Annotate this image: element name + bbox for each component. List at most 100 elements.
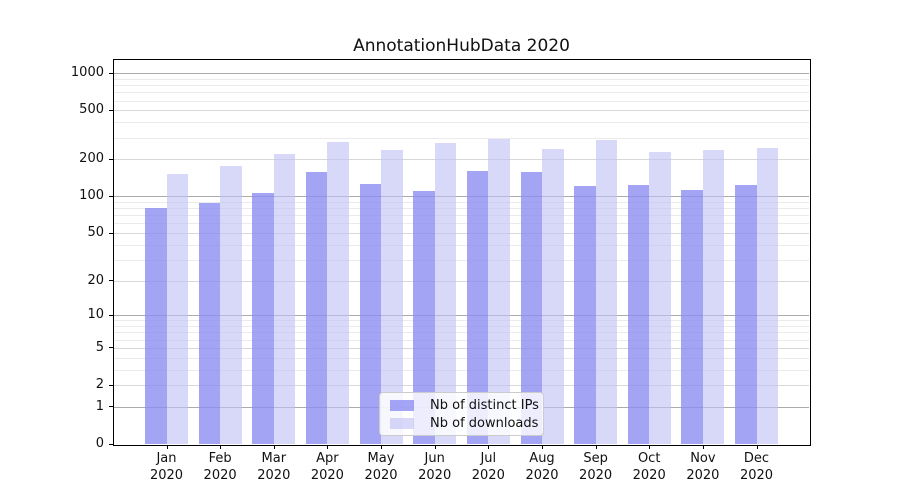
bar-distinct-ips: [413, 191, 435, 444]
x-tick-mark: [434, 445, 436, 449]
y-tick-mark: [109, 280, 113, 282]
y-tick-mark: [109, 72, 113, 74]
x-tick-label: Mar 2020: [257, 451, 291, 483]
bar-downloads: [434, 142, 457, 444]
y-tick-label: 500: [79, 102, 104, 118]
x-tick-mark: [649, 445, 651, 449]
y-gridline-decade: [114, 196, 809, 198]
plot-area: [114, 60, 809, 444]
x-tick-mark: [381, 445, 382, 449]
x-tick-label: Aug 2020: [525, 451, 559, 483]
y-gridline: [114, 385, 809, 386]
x-tick-mark: [595, 445, 597, 449]
y-tick-label: 50: [87, 225, 104, 240]
bar-downloads: [327, 142, 349, 444]
x-tick-label: Sep 2020: [579, 451, 613, 483]
legend-swatch-distinct-ips: [390, 399, 414, 411]
bar-downloads: [542, 148, 564, 444]
y-gridline: [114, 159, 809, 161]
x-tick-label: Apr 2020: [310, 451, 344, 483]
y-gridline-minor: [114, 244, 809, 246]
y-tick-mark: [109, 232, 113, 234]
bar-distinct-ips: [466, 171, 489, 444]
bar-distinct-ips: [145, 208, 167, 444]
legend-item-downloads: Nb of downloads: [388, 415, 539, 431]
bar-distinct-ips: [520, 171, 542, 444]
y-gridline: [114, 233, 809, 234]
x-tick-label: May 2020: [364, 451, 398, 483]
y-gridline-minor: [114, 215, 809, 217]
bar-downloads: [220, 166, 242, 444]
x-tick-mark: [273, 445, 275, 449]
bar-downloads: [381, 150, 403, 444]
x-tick-mark: [542, 445, 543, 449]
x-tick-mark: [220, 445, 222, 449]
y-gridline-minor: [114, 137, 809, 139]
y-tick-label: 0: [95, 436, 104, 451]
bar-downloads: [166, 174, 188, 444]
bar-distinct-ips: [681, 190, 703, 444]
y-tick-mark: [109, 195, 113, 197]
bar-downloads: [595, 140, 618, 444]
x-tick-mark: [488, 445, 490, 449]
y-tick-mark: [109, 109, 113, 111]
y-gridline-minor: [114, 201, 809, 203]
y-gridline-minor: [114, 320, 809, 322]
y-gridline-minor: [114, 223, 809, 225]
x-tick-label: Feb 2020: [203, 451, 237, 483]
y-tick-mark: [109, 384, 113, 386]
bar-distinct-ips: [252, 192, 274, 444]
y-tick-label: 100: [79, 188, 104, 204]
y-gridline: [114, 347, 809, 349]
bar-downloads: [702, 150, 725, 444]
y-gridline-minor: [114, 92, 809, 94]
x-tick-mark: [702, 445, 704, 449]
chart-title: AnnotationHubData 2020: [353, 36, 570, 56]
x-tick-mark: [327, 445, 329, 449]
y-gridline: [114, 280, 809, 282]
bar-distinct-ips: [627, 185, 650, 444]
x-tick-label: Nov 2020: [686, 451, 720, 483]
bar-downloads: [756, 148, 778, 444]
bar-distinct-ips: [574, 186, 596, 444]
y-tick-label: 200: [79, 151, 104, 167]
y-gridline-minor: [114, 332, 809, 334]
y-tick-label: 1: [95, 398, 104, 414]
y-tick-label: 20: [87, 272, 104, 288]
y-gridline-minor: [114, 339, 809, 341]
y-gridline-minor: [114, 326, 809, 328]
x-tick-mark: [166, 445, 168, 449]
y-gridline-minor: [114, 369, 809, 371]
legend-item-distinct-ips: Nb of distinct IPs: [388, 398, 539, 413]
y-gridline-decade: [114, 73, 809, 75]
y-gridline-minor: [114, 85, 809, 87]
y-gridline-minor: [114, 208, 809, 210]
y-tick-label: 2: [95, 377, 104, 392]
legend-swatch-downloads: [390, 417, 414, 429]
x-tick-mark: [756, 445, 758, 449]
bar-distinct-ips: [735, 184, 757, 444]
y-gridline-minor: [114, 357, 809, 359]
bar-downloads: [649, 151, 671, 444]
y-tick-label: 5: [95, 339, 104, 355]
y-gridline-minor: [114, 259, 809, 261]
y-tick-label: 10: [87, 307, 104, 323]
bar-downloads: [488, 138, 510, 444]
legend-label-downloads: Nb of downloads: [430, 415, 539, 431]
y-tick-mark: [109, 443, 113, 445]
x-tick-label: Jun 2020: [418, 451, 452, 483]
y-gridline-minor: [114, 122, 809, 124]
y-tick-mark: [109, 347, 113, 349]
x-tick-label: Jul 2020: [471, 451, 505, 483]
y-gridline: [114, 110, 809, 112]
x-tick-label: Oct 2020: [632, 451, 666, 483]
bar-downloads: [273, 154, 296, 444]
x-tick-label: Dec 2020: [739, 451, 774, 483]
legend-label-distinct-ips: Nb of distinct IPs: [430, 397, 539, 413]
y-tick-label: 1000: [70, 65, 104, 81]
bar-distinct-ips: [359, 183, 381, 444]
x-tick-label: Jan 2020: [149, 451, 184, 483]
y-tick-mark: [109, 314, 113, 316]
y-tick-mark: [109, 158, 113, 160]
